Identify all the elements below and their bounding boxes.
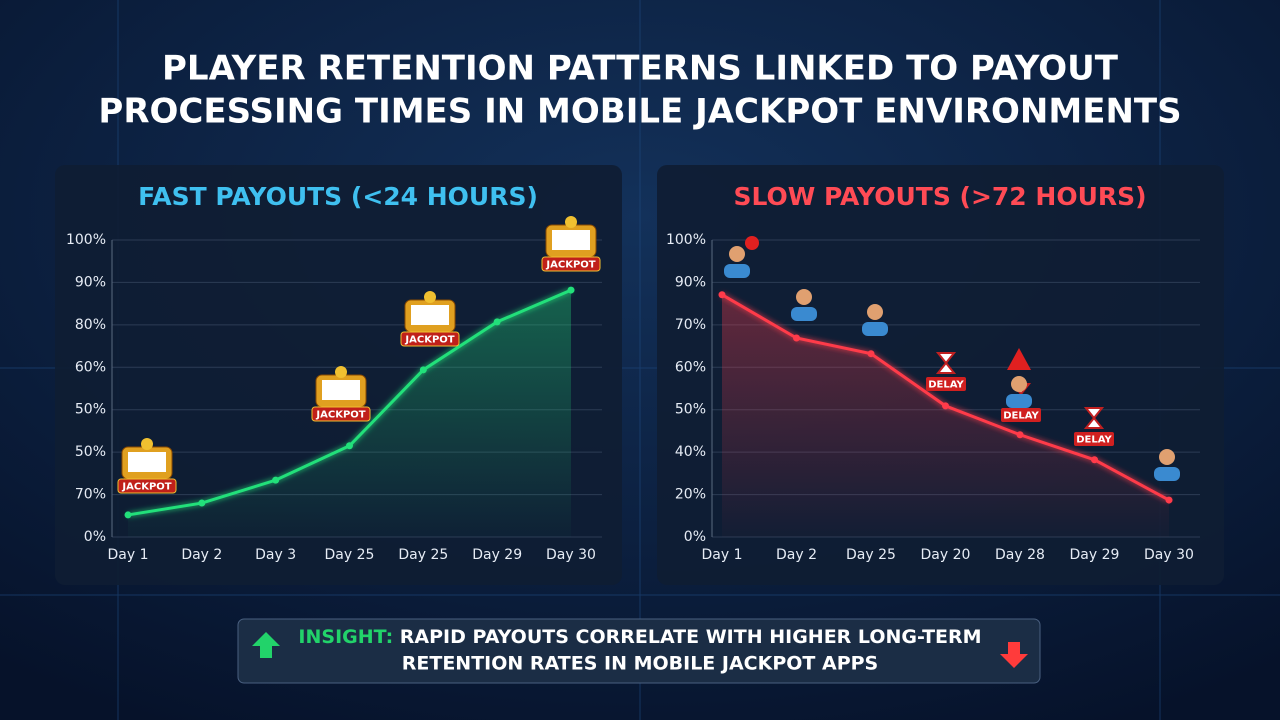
y-tick-label: 50% [75,444,106,460]
title-line-1: PLAYER RETENTION PATTERNS LINKED TO PAYO… [162,49,1119,89]
person-body [724,264,750,278]
insight-text-2: RETENTION RATES IN MOBILE JACKPOT APPS [402,653,878,675]
point [1091,456,1098,464]
annotation: DELAY [1003,411,1039,422]
annotation: JACKPOT [121,482,171,493]
person-body [1006,394,1032,408]
y-tick-label: 60% [675,359,706,375]
x-tick-label: Day 1 [107,547,148,563]
annotation: JACKPOT [545,260,595,271]
hourglass-icon [935,352,957,374]
x-tick-label: Day 28 [995,547,1045,563]
slot-window [322,380,360,400]
person-head [796,289,812,305]
slot-window [411,305,449,325]
x-tick-label: Day 20 [921,547,971,563]
alert-icon [1007,348,1031,370]
jackpot-banner [117,478,177,494]
slot-window [128,452,166,472]
slot-top [424,291,436,303]
insight-line-1: INSIGHT: RAPID PAYOUTS CORRELATE WITH HI… [298,626,981,648]
x-tick-label: Day 3 [255,547,296,563]
point [346,442,353,450]
point [124,511,132,519]
annotation: JACKPOT [315,410,365,421]
person-head [867,304,883,320]
annotation: DELAY [928,380,964,391]
x-tick-label: Day 30 [546,547,596,563]
x-tick-label: Day 29 [472,547,522,563]
jackpot-banner [311,406,371,422]
point [272,476,280,484]
jackpot-banner [400,331,460,347]
insight-box [237,618,1041,684]
x-tick-label: Day 25 [398,547,448,563]
person-head [1159,449,1175,465]
point [198,499,206,507]
delay-banner [926,377,966,391]
annotation: DELAY [1076,435,1112,446]
delay-banner [1074,432,1114,446]
person-body [791,307,817,321]
y-tick-label: 70% [75,487,106,503]
person-body [862,322,888,336]
alert-icon [745,236,759,250]
slot-window [552,230,590,250]
chart-title: SLOW PAYOUTS (>72 HOURS) [733,182,1146,211]
hourglass-icon [1083,407,1105,429]
point [718,291,726,299]
point [867,350,875,358]
x-tick-label: Day 2 [181,547,222,563]
x-tick-label: Day 29 [1070,547,1120,563]
x-tick-label: Day 25 [325,547,375,563]
y-tick-label: 50% [675,402,706,418]
point [567,286,575,294]
y-tick-label: 0% [684,529,706,545]
point [1165,496,1173,504]
up-arrow-icon [252,632,280,658]
chart-title: FAST PAYOUTS (<24 HOURS) [138,182,538,211]
point [1016,431,1024,439]
person-body [1154,467,1180,481]
y-tick-label: 70% [675,317,706,333]
insight-text: RAPID PAYOUTS CORRELATE WITH HIGHER LONG… [400,626,982,648]
annotation: JACKPOT [404,335,454,346]
x-tick-label: Day 30 [1144,547,1194,563]
y-tick-label: 100% [66,232,106,248]
y-tick-label: 0% [84,529,106,545]
point [793,334,800,342]
person-head [729,246,745,262]
x-tick-label: Day 1 [701,547,742,563]
point [419,366,427,374]
point [493,318,501,326]
down-arrow-icon [1000,642,1028,668]
y-tick-label: 40% [675,444,706,460]
point [942,402,949,410]
insight-label: INSIGHT: [298,626,393,648]
area [128,290,571,537]
slot-top [141,438,153,450]
y-tick-label: 90% [675,274,706,290]
slot-top [335,366,347,378]
area [722,294,1169,537]
y-tick-label: 50% [75,402,106,418]
x-tick-label: Day 2 [776,547,817,563]
title-line-2: PROCESSING TIMES IN MOBILE JACKPOT ENVIR… [98,92,1181,132]
slot-top [565,216,577,228]
y-tick-label: 20% [675,487,706,503]
y-tick-label: 100% [666,232,706,248]
y-tick-label: 80% [75,317,106,333]
y-tick-label: 90% [75,274,106,290]
delay-banner [1001,408,1041,422]
y-tick-label: 60% [75,359,106,375]
jackpot-banner [541,256,601,272]
person-head [1011,376,1027,392]
x-tick-label: Day 25 [846,547,896,563]
